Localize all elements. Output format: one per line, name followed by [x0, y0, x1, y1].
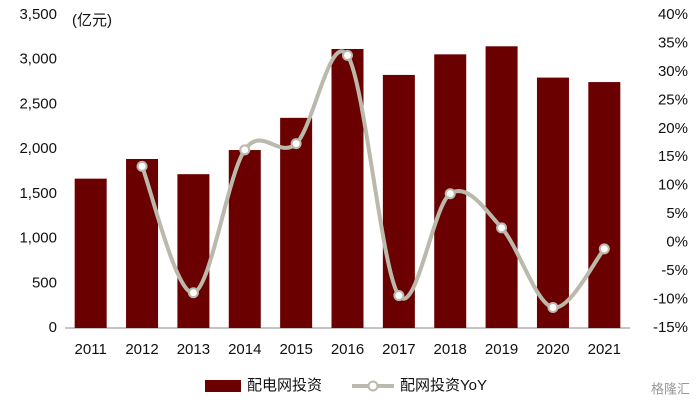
x-tick-label: 2017	[382, 341, 415, 358]
y2-tick-label: -10%	[653, 291, 688, 308]
y-tick-label: 3,000	[19, 51, 57, 68]
x-tick-label: 2020	[536, 341, 569, 358]
line-marker	[290, 138, 302, 150]
bar	[382, 74, 415, 328]
line-marker	[547, 302, 559, 314]
bar	[74, 178, 107, 328]
bar	[485, 46, 518, 329]
line-marker	[496, 222, 508, 234]
line-marker	[239, 144, 251, 156]
y-tick-label: 2,500	[19, 95, 57, 112]
x-tick-label: 2014	[228, 341, 261, 358]
bar	[588, 82, 621, 328]
legend-swatch	[367, 380, 379, 392]
line-marker	[187, 287, 199, 299]
legend-label: 配网投资YoY	[400, 377, 487, 394]
x-tick-label: 2011	[75, 341, 107, 358]
bar	[280, 117, 313, 328]
x-tick-label: 2013	[177, 341, 210, 358]
y-tick-label: 1,500	[19, 185, 57, 202]
y-tick-label: 500	[32, 274, 57, 291]
line-marker	[342, 49, 353, 61]
x-tick-label: 2021	[588, 341, 621, 358]
y2-tick-label: 20%	[658, 120, 688, 137]
x-tick-label: 2019	[485, 341, 518, 358]
line-marker	[444, 188, 456, 200]
watermark: 格隆汇	[651, 381, 690, 396]
y-tick-label: 1,000	[19, 230, 57, 247]
x-tick-label: 2018	[434, 341, 467, 358]
y-tick-label: 2,000	[19, 140, 57, 157]
y2-tick-label: 25%	[658, 91, 688, 108]
bar	[536, 77, 569, 328]
y2-tick-label: 5%	[666, 205, 688, 222]
legend-swatch	[205, 380, 241, 392]
y2-tick-label: 30%	[658, 63, 688, 80]
x-tick-label: 2015	[279, 341, 312, 358]
line-marker	[393, 290, 405, 302]
y2-tick-label: 40%	[658, 6, 688, 23]
line-marker	[136, 160, 148, 172]
line-marker	[598, 243, 610, 255]
y2-tick-label: 15%	[658, 148, 688, 165]
y-tick-label: 3,500	[19, 6, 57, 23]
y2-tick-label: 10%	[658, 177, 688, 194]
y2-tick-label: 0%	[666, 234, 688, 251]
y2-tick-label: 35%	[658, 34, 688, 51]
x-tick-label: 2016	[331, 341, 364, 358]
line	[140, 49, 606, 310]
y2-tick-label: -5%	[661, 262, 688, 279]
unit-label: (亿元)	[72, 12, 112, 29]
y2-tick-label: -15%	[653, 319, 688, 336]
x-tick-label: 2012	[125, 341, 158, 358]
bar	[177, 174, 210, 328]
y-tick-label: 0	[49, 319, 57, 336]
legend-label: 配电网投资	[247, 377, 322, 394]
bar	[126, 158, 159, 328]
